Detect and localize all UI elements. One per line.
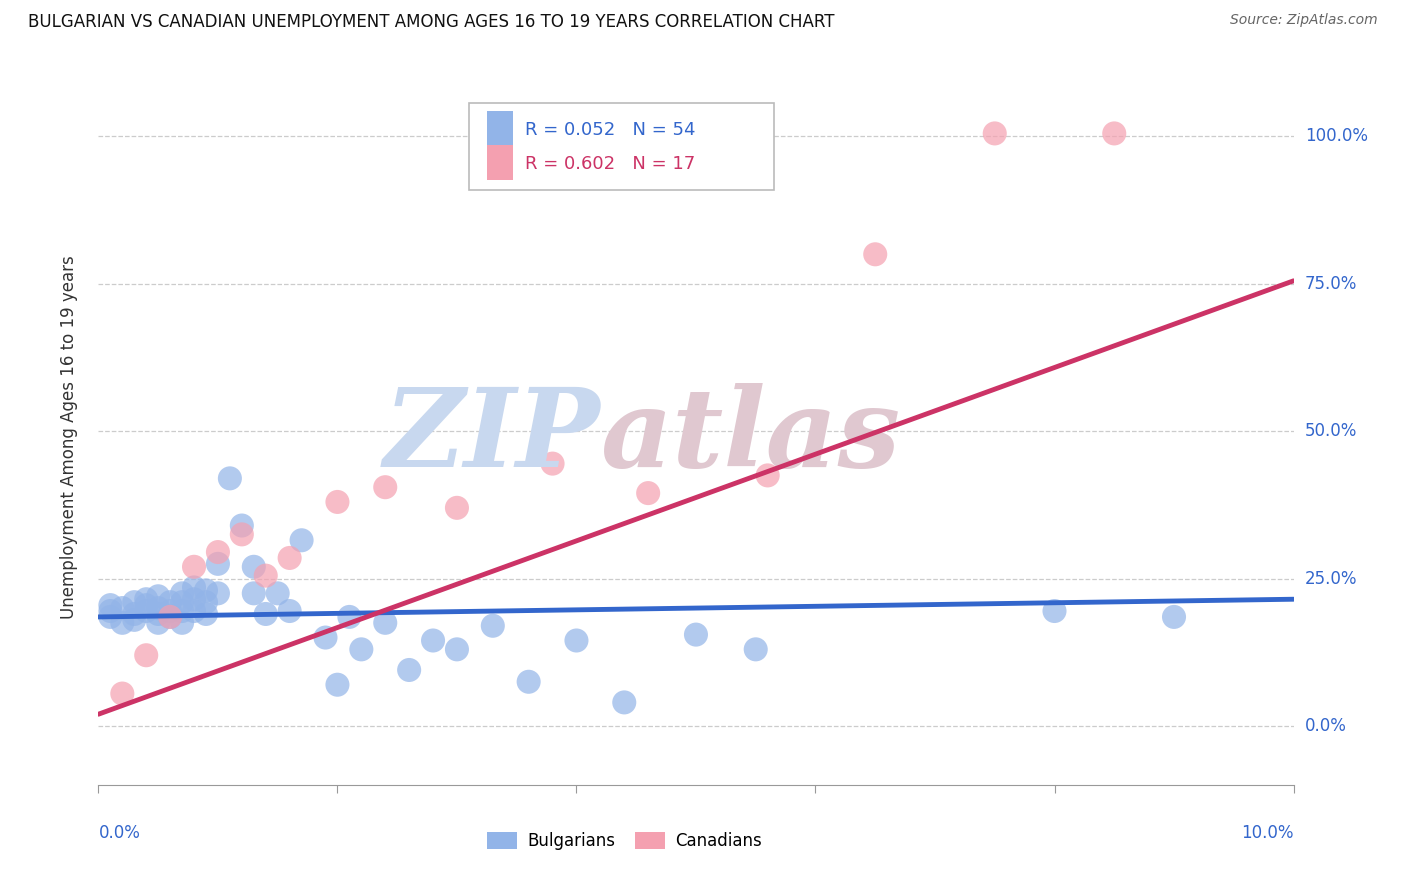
Point (159, 604, 181, 618)
Bar (486, 112, 513, 146)
Point (148, 589, 170, 603)
Point (124, 613, 146, 627)
Point (148, 601, 170, 615)
Point (183, 592, 205, 607)
Point (290, 533, 312, 548)
Point (194, 595, 218, 609)
Text: 25.0%: 25.0% (1305, 570, 1357, 588)
Point (565, 633, 588, 648)
Point (315, 631, 337, 645)
Point (135, 648, 157, 663)
Point (231, 518, 253, 533)
Point (194, 583, 218, 598)
Point (398, 663, 420, 677)
Point (350, 642, 373, 657)
Y-axis label: Unemployment Among Ages 16 to 19 years: Unemployment Among Ages 16 to 19 years (59, 255, 77, 619)
Text: atlas: atlas (600, 384, 901, 491)
Point (326, 495, 349, 509)
Text: 10.0%: 10.0% (1241, 824, 1294, 842)
Point (685, 627, 707, 641)
Point (254, 607, 277, 621)
Text: 50.0%: 50.0% (1305, 422, 1357, 440)
Point (517, 674, 540, 689)
Point (111, 687, 134, 701)
Point (98, 610, 122, 624)
Point (446, 642, 468, 657)
Point (148, 607, 170, 621)
Text: R = 0.052   N = 54: R = 0.052 N = 54 (524, 120, 696, 138)
FancyBboxPatch shape (470, 103, 773, 190)
Point (135, 604, 157, 618)
Point (207, 545, 229, 559)
Point (745, 642, 768, 657)
Point (267, 586, 290, 600)
Point (148, 615, 170, 630)
Text: ZIP: ZIP (384, 384, 600, 491)
Point (541, 457, 564, 471)
Point (278, 551, 301, 566)
Point (278, 604, 301, 618)
Bar (486, 145, 513, 179)
Point (983, 127, 1005, 141)
Point (422, 633, 444, 648)
Point (243, 559, 266, 574)
Text: 0.0%: 0.0% (1305, 717, 1347, 735)
Point (481, 619, 505, 633)
Point (172, 615, 194, 630)
Point (254, 568, 277, 582)
Point (111, 601, 134, 615)
Text: R = 0.602   N = 17: R = 0.602 N = 17 (524, 154, 696, 173)
Text: 75.0%: 75.0% (1305, 275, 1357, 293)
Point (194, 607, 218, 621)
Point (172, 604, 194, 618)
Point (865, 247, 887, 261)
Point (111, 615, 134, 630)
Text: BULGARIAN VS CANADIAN UNEMPLOYMENT AMONG AGES 16 TO 19 YEARS CORRELATION CHART: BULGARIAN VS CANADIAN UNEMPLOYMENT AMONG… (28, 13, 835, 31)
Point (374, 615, 396, 630)
Point (159, 595, 181, 609)
Point (98, 598, 122, 612)
Point (124, 595, 146, 609)
Point (135, 592, 157, 607)
Point (243, 586, 266, 600)
Point (613, 695, 636, 709)
Point (1104, 127, 1126, 141)
Point (135, 598, 157, 612)
Point (183, 604, 205, 618)
Point (183, 581, 205, 595)
Point (159, 610, 181, 624)
Point (446, 500, 468, 515)
Point (172, 595, 194, 609)
Point (207, 557, 229, 571)
Point (326, 678, 349, 692)
Point (183, 559, 205, 574)
Point (756, 468, 779, 483)
Point (124, 607, 146, 621)
Point (339, 610, 360, 624)
Point (219, 471, 242, 485)
Text: 100.0%: 100.0% (1305, 128, 1368, 145)
Point (637, 486, 659, 500)
Point (1163, 610, 1185, 624)
Text: Source: ZipAtlas.com: Source: ZipAtlas.com (1230, 13, 1378, 28)
Point (172, 586, 194, 600)
Point (374, 480, 396, 494)
Legend: Bulgarians, Canadians: Bulgarians, Canadians (481, 825, 768, 856)
Point (159, 610, 181, 624)
Point (1043, 604, 1066, 618)
Point (98, 604, 122, 618)
Text: 0.0%: 0.0% (98, 824, 141, 842)
Point (207, 586, 229, 600)
Point (231, 527, 253, 541)
